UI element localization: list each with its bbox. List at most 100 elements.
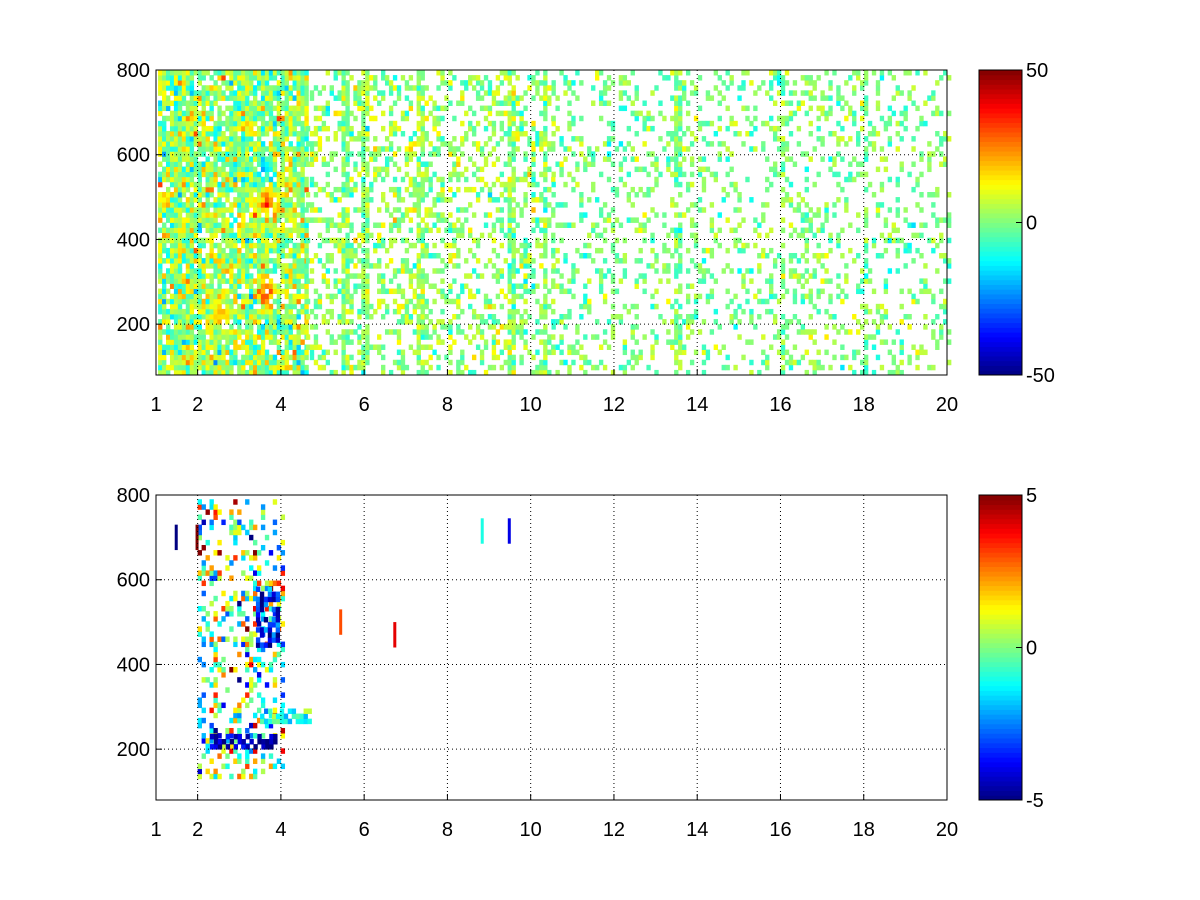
- heatmap-cell: [713, 308, 719, 315]
- heatmap-cell: [579, 151, 584, 157]
- heatmap-cell: [233, 349, 238, 356]
- heatmap-cell: [638, 110, 643, 117]
- heatmap-cell: [879, 156, 885, 162]
- heatmap-cell: [674, 95, 679, 101]
- heatmap-cell: [377, 207, 382, 213]
- heatmap-cell: [678, 303, 683, 310]
- heatmap-cell: [305, 314, 311, 320]
- heatmap-cell: [185, 263, 191, 269]
- heatmap-cell: [507, 176, 512, 183]
- heatmap-cell: [824, 202, 829, 208]
- heatmap-cell: [321, 263, 327, 269]
- heatmap-cell: [185, 202, 191, 208]
- heatmap-cell: [162, 222, 167, 228]
- heatmap-cell: [225, 120, 230, 127]
- heatmap-cell: [345, 364, 350, 371]
- heatmap-cell: [780, 151, 786, 157]
- heatmap-cell: [606, 100, 612, 106]
- heatmap-cell: [197, 247, 202, 254]
- heatmap-cell: [836, 136, 841, 142]
- heatmap-cell: [436, 85, 441, 91]
- heatmap-cell: [464, 364, 469, 371]
- heatmap-cell: [396, 186, 402, 193]
- heatmap-cell: [456, 324, 461, 330]
- heatmap-cell: [268, 90, 274, 96]
- heatmap-cell: [260, 242, 266, 249]
- heatmap-cell: [260, 349, 266, 356]
- heatmap-cell: [693, 298, 699, 305]
- heatmap-cell: [761, 120, 766, 127]
- heatmap-cell: [804, 176, 809, 183]
- heatmap-cell: [237, 308, 242, 315]
- heatmap-cell: [173, 70, 179, 76]
- heatmap-cell: [780, 202, 786, 208]
- heatmap-cell: [396, 85, 402, 91]
- heatmap-cell: [670, 156, 675, 162]
- heatmap-cell: [507, 120, 512, 127]
- heatmap-cell: [808, 227, 813, 234]
- heatmap-cell: [345, 146, 350, 152]
- heatmap-cell: [650, 151, 655, 157]
- heatmap-cell: [260, 105, 266, 112]
- heatmap-cell: [209, 217, 214, 223]
- heatmap-cell: [543, 293, 548, 300]
- heatmap-cell: [321, 186, 327, 193]
- heatmap-cell: [646, 217, 651, 223]
- heatmap-cell: [260, 161, 266, 167]
- heatmap-cell: [325, 308, 330, 315]
- heatmap-cell: [741, 85, 746, 91]
- heatmap-cell: [288, 90, 293, 96]
- heatmap-cell: [626, 80, 631, 86]
- heatmap-cell: [189, 146, 195, 152]
- heatmap-cell: [392, 268, 398, 274]
- heatmap-cell: [575, 329, 580, 335]
- heatmap-cell: [587, 146, 592, 152]
- heatmap-cell: [749, 339, 754, 345]
- heatmap-cell: [256, 324, 262, 330]
- heatmap-cell: [276, 314, 282, 320]
- heatmap-cell: [361, 115, 366, 122]
- heatmap-cell: [887, 369, 893, 376]
- heatmap-cell: [543, 70, 548, 76]
- heatmap-cell: [824, 95, 829, 101]
- heatmap-cell: [345, 232, 350, 239]
- heatmap-cell: [452, 222, 457, 228]
- heatmap-cell: [260, 181, 266, 188]
- heatmap-cell: [237, 95, 242, 101]
- heatmap-cell: [217, 369, 222, 376]
- heatmap-cell: [253, 258, 258, 264]
- heatmap-cell: [276, 303, 282, 310]
- heatmap-cell: [229, 136, 234, 142]
- heatmap-cell: [169, 339, 175, 345]
- heatmap-cell: [685, 334, 691, 340]
- heatmap-cell: [300, 156, 305, 162]
- heatmap-cell: [177, 70, 183, 76]
- heatmap-cell: [408, 298, 414, 305]
- heatmap-cell: [272, 258, 278, 264]
- heatmap-cell: [245, 369, 250, 376]
- heatmap-cell: [519, 263, 524, 269]
- heatmap-cell: [384, 161, 390, 167]
- heatmap-cell: [296, 359, 301, 366]
- heatmap-cell: [300, 186, 305, 193]
- heatmap-cell: [416, 237, 421, 244]
- heatmap-cell: [173, 263, 179, 269]
- heatmap-cell: [456, 207, 461, 213]
- heatmap-cell: [264, 237, 270, 244]
- heatmap-cell: [205, 227, 210, 234]
- heatmap-cell: [300, 176, 305, 183]
- heatmap-cell: [907, 314, 912, 320]
- heatmap-cell: [249, 242, 254, 249]
- heatmap-cell: [353, 237, 358, 244]
- heatmap-cell: [253, 369, 258, 376]
- heatmap-cell: [400, 369, 406, 376]
- heatmap-cell: [424, 176, 429, 183]
- heatmap-cell: [158, 75, 163, 81]
- heatmap-cell: [547, 222, 552, 228]
- heatmap-cell: [503, 344, 508, 350]
- heatmap-cell: [515, 176, 520, 183]
- heatmap-cell: [682, 80, 687, 86]
- heatmap-cell: [225, 136, 230, 142]
- heatmap-cell: [432, 151, 437, 157]
- heatmap-cell: [606, 75, 612, 81]
